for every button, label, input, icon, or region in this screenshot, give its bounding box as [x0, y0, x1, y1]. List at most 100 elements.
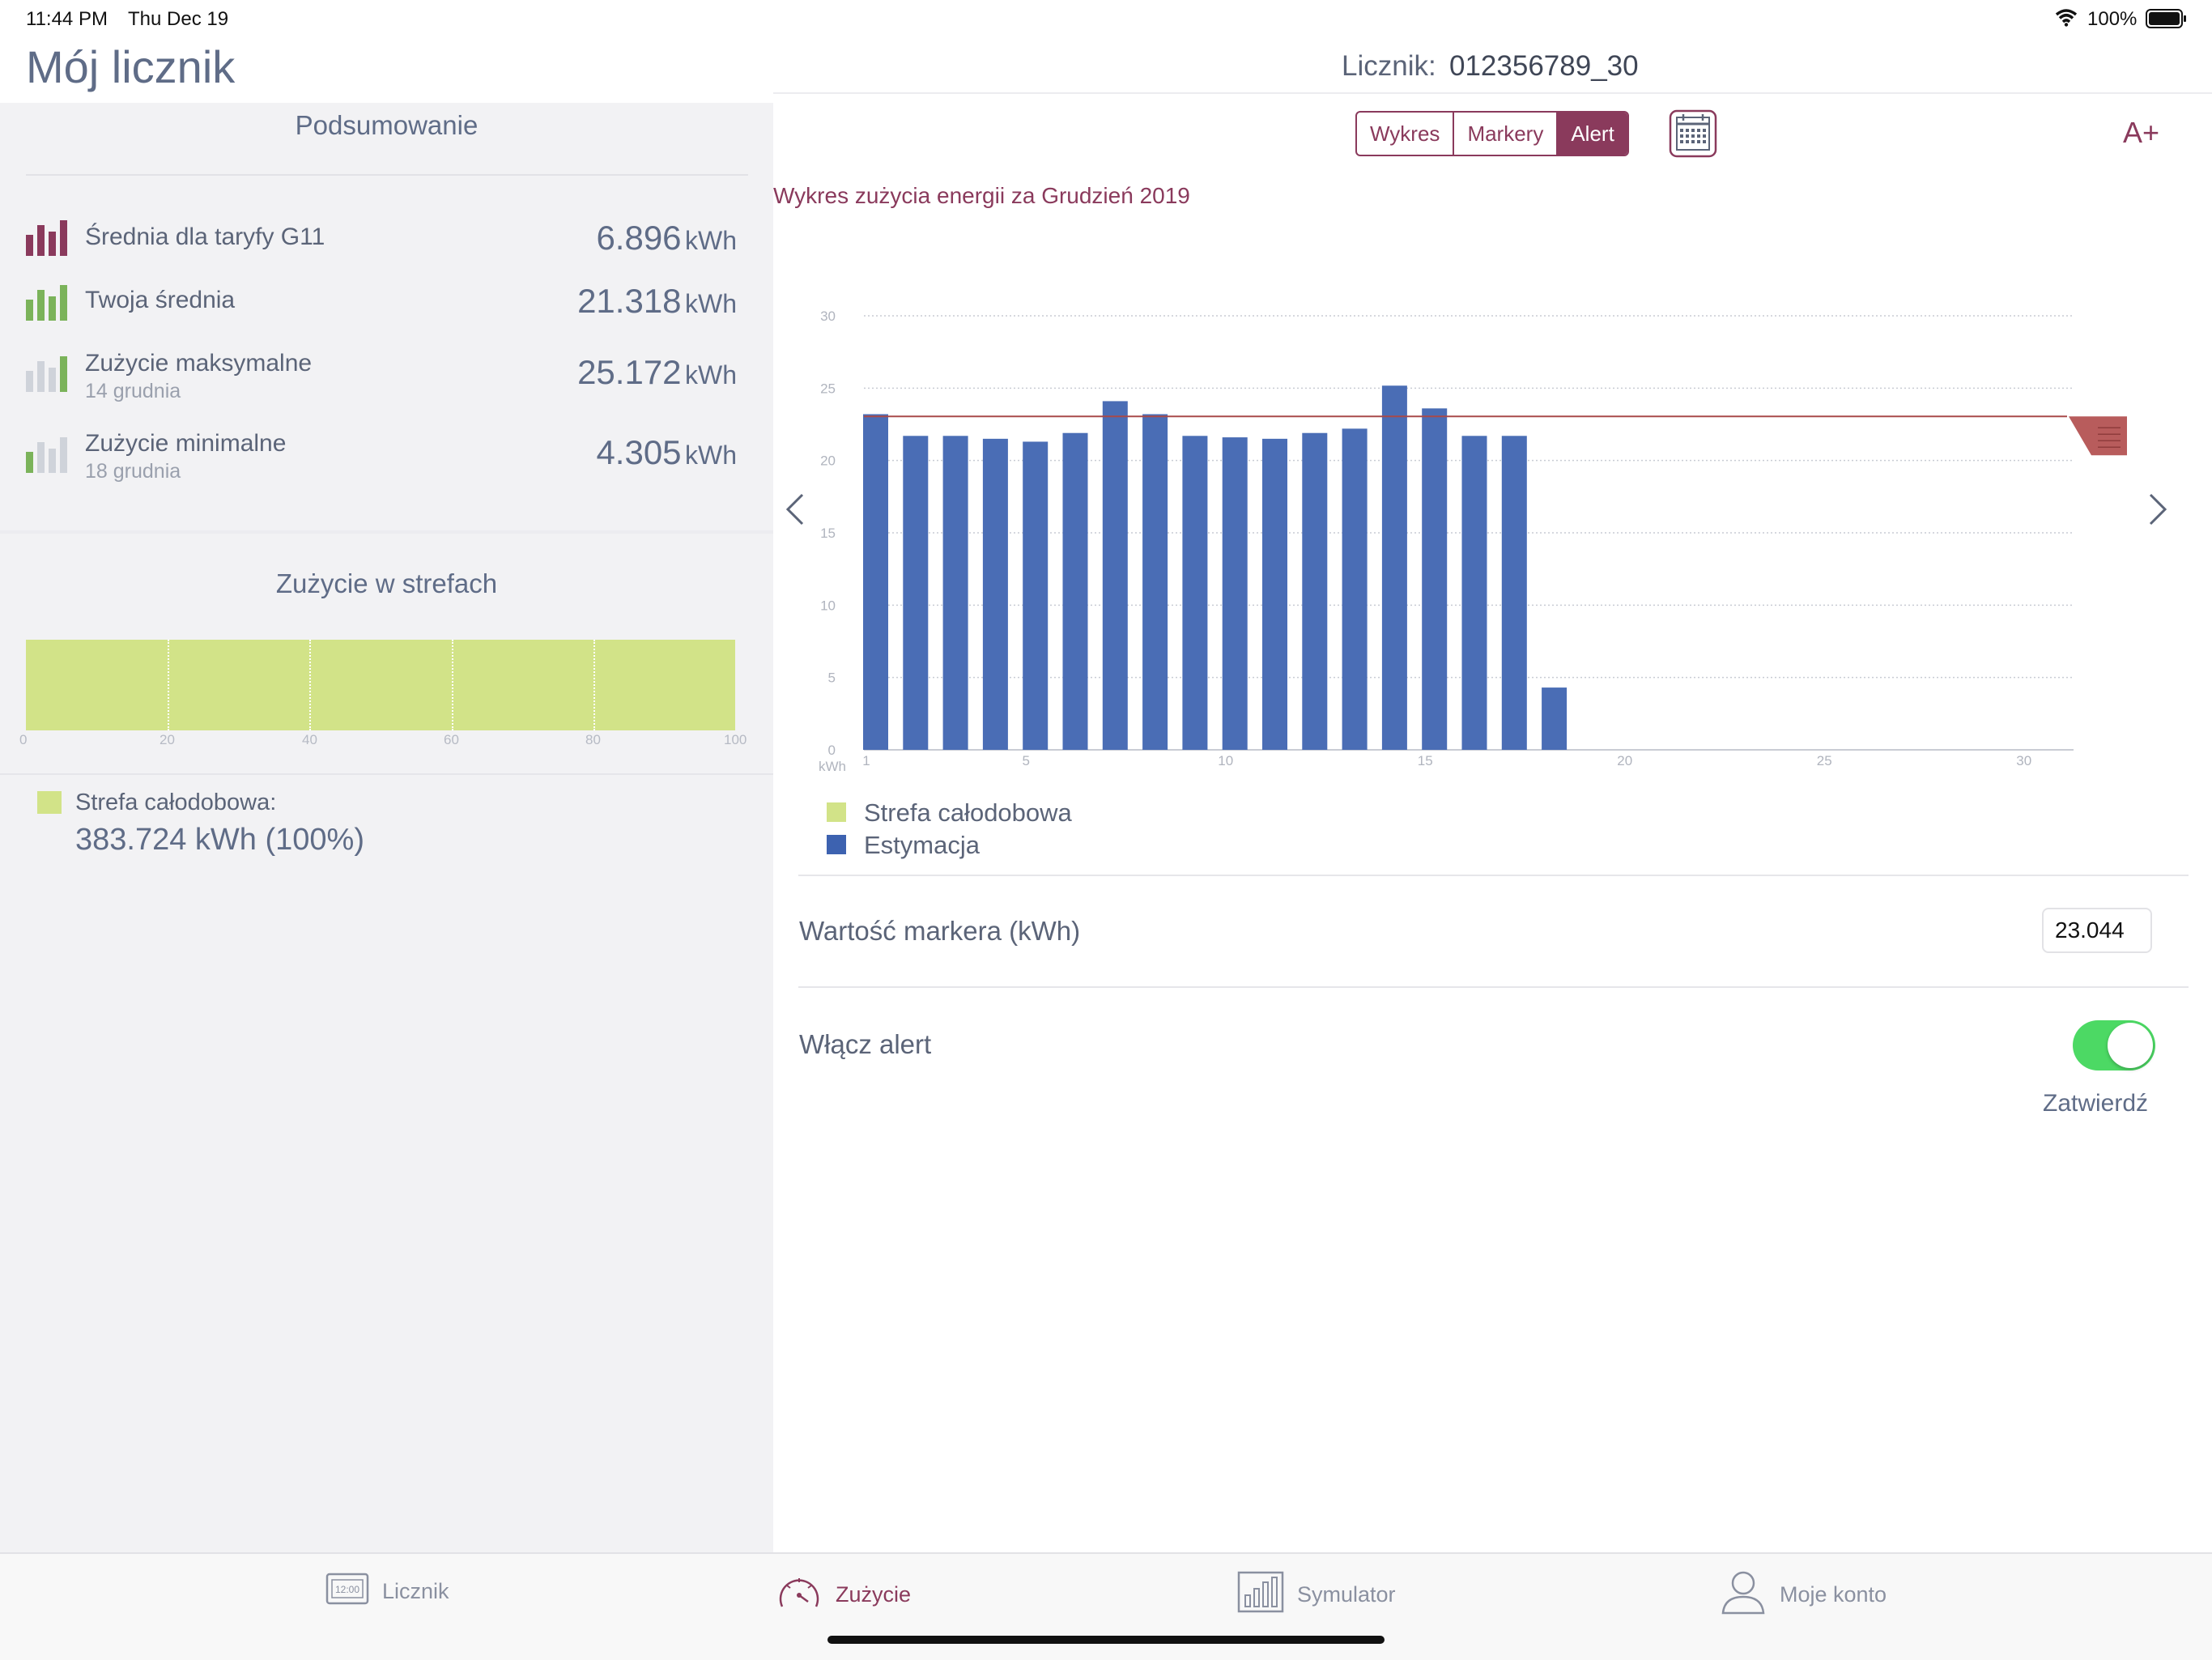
- calendar-icon[interactable]: [1669, 109, 1717, 158]
- status-date: Thu Dec 19: [128, 8, 229, 30]
- x-tick-label: 10: [1218, 753, 1233, 768]
- usage-bar: [863, 414, 888, 750]
- user-icon: [1720, 1569, 1767, 1620]
- zones-tick: 60: [444, 732, 459, 747]
- usage-bar: [1023, 441, 1049, 750]
- usage-bar: [1381, 385, 1407, 750]
- segment-wykres[interactable]: Wykres: [1370, 121, 1440, 146]
- divider: [26, 174, 748, 176]
- usage-bar: [982, 438, 1008, 750]
- font-size-button[interactable]: A+: [2123, 116, 2160, 149]
- battery-percent: 100%: [2087, 8, 2138, 30]
- usage-bar: [1262, 438, 1287, 750]
- divider: [798, 875, 2189, 876]
- enable-alert-toggle[interactable]: [2073, 1020, 2155, 1070]
- zones-bar-fill: [26, 640, 735, 730]
- min-usage-label: Zużycie minimalne: [85, 430, 287, 457]
- tab-label: Zużycie: [836, 1582, 912, 1607]
- marker-value-input[interactable]: [2042, 908, 2152, 953]
- home-indicator: [827, 1636, 1385, 1644]
- zones-gridline: [452, 640, 453, 730]
- meter-label: Licznik:: [1342, 50, 1436, 82]
- zone-legend-swatch: [37, 791, 62, 814]
- zone-legend-value: 383.724 kWh (100%): [75, 823, 364, 857]
- usage-bar: [942, 436, 968, 750]
- zones-tick: 40: [302, 732, 317, 747]
- zones-gridline: [168, 640, 169, 730]
- zones-tick: 20: [160, 732, 175, 747]
- x-tick-label: 30: [2016, 753, 2031, 768]
- tab-label: Moje konto: [1780, 1582, 1887, 1607]
- y-tick-label: 15: [820, 526, 836, 541]
- tab-zuzycie[interactable]: Zużycie: [776, 1571, 911, 1619]
- y-tick-label: 10: [820, 598, 836, 613]
- divider: [0, 773, 773, 775]
- legend-swatch-zone: [827, 802, 846, 822]
- toggle-knob: [2108, 1023, 2153, 1068]
- previous-month-arrow-icon[interactable]: [783, 492, 807, 527]
- usage-bar: [1062, 432, 1088, 750]
- y-axis-unit-label: kWh: [819, 759, 846, 774]
- tab-label: Symulator: [1297, 1582, 1396, 1607]
- tab-symulator[interactable]: Symulator: [1237, 1571, 1396, 1619]
- max-usage-date: 14 grudnia: [85, 380, 181, 402]
- usage-bar: [1542, 687, 1568, 750]
- min-usage-date: 18 grudnia: [85, 460, 181, 483]
- usage-bar: [1102, 401, 1128, 750]
- tab-moje-konto[interactable]: Moje konto: [1720, 1569, 1887, 1620]
- view-segmented-control[interactable]: Wykres Markery Alert: [1355, 111, 1629, 156]
- usage-bar: [1182, 436, 1208, 750]
- zones-tick: 0: [19, 732, 28, 747]
- next-month-arrow-icon[interactable]: [2146, 492, 2170, 527]
- divider: [798, 986, 2189, 988]
- y-tick-label: 5: [828, 670, 836, 686]
- y-tick-label: 25: [820, 381, 836, 396]
- min-usage-icon: [26, 437, 67, 473]
- app-title: Mój licznik: [26, 41, 236, 92]
- gauge-icon: [776, 1571, 823, 1619]
- zones-gridline: [309, 640, 311, 730]
- zones-tick: 100: [724, 732, 747, 747]
- legend-estimate-label: Estymacja: [864, 831, 980, 859]
- tariff-average-icon: [26, 220, 67, 256]
- confirm-button[interactable]: Zatwierdź: [2043, 1090, 2149, 1117]
- zones-bar-track: [26, 640, 735, 730]
- wifi-icon: [2055, 7, 2078, 27]
- tariff-average-value: 6.896 kWh: [596, 219, 737, 257]
- tariff-average-label: Średnia dla taryfy G11: [85, 223, 325, 250]
- x-tick-label: 25: [1817, 753, 1832, 768]
- usage-bar: [903, 436, 929, 750]
- chart-title: Wykres zużycia energii za Grudzień 2019: [773, 183, 1190, 208]
- segment-markery[interactable]: Markery: [1453, 113, 1556, 155]
- max-usage-value: 25.172 kWh: [577, 353, 737, 391]
- y-tick-label: 30: [820, 309, 836, 324]
- section-separator: [0, 530, 773, 534]
- meter-number: 012356789_30: [1449, 50, 1639, 82]
- marker-value-label: Wartość markera (kWh): [799, 916, 1081, 946]
- summary-title: Podsumowanie: [295, 110, 479, 140]
- x-tick-label: 1: [862, 753, 870, 768]
- min-usage-value: 4.305 kWh: [596, 433, 737, 471]
- usage-bar: [1142, 414, 1168, 750]
- simulator-chart-icon: [1237, 1571, 1284, 1619]
- segment-alert[interactable]: Alert: [1556, 113, 1627, 155]
- x-tick-label: 15: [1418, 753, 1433, 768]
- tab-licznik[interactable]: 12:00 Licznik: [325, 1573, 449, 1611]
- legend-zone-label: Strefa całodobowa: [864, 798, 1072, 827]
- usage-bar: [1222, 437, 1248, 750]
- summary-pane: [0, 103, 773, 1552]
- max-usage-icon: [26, 356, 67, 392]
- usage-bar: [1422, 408, 1448, 750]
- zone-legend-label: Strefa całodobowa:: [75, 790, 277, 815]
- enable-alert-label: Włącz alert: [799, 1029, 932, 1059]
- max-usage-label: Zużycie maksymalne: [85, 350, 313, 377]
- usage-bar: [1342, 428, 1368, 750]
- legend-swatch-estimate: [827, 835, 846, 854]
- tab-label: Licznik: [382, 1579, 449, 1603]
- your-average-value: 21.318 kWh: [577, 282, 737, 320]
- zones-gridline: [593, 640, 595, 730]
- your-average-label: Twoja średnia: [85, 287, 236, 313]
- usage-bar: [1461, 436, 1487, 750]
- y-tick-label: 20: [820, 453, 836, 469]
